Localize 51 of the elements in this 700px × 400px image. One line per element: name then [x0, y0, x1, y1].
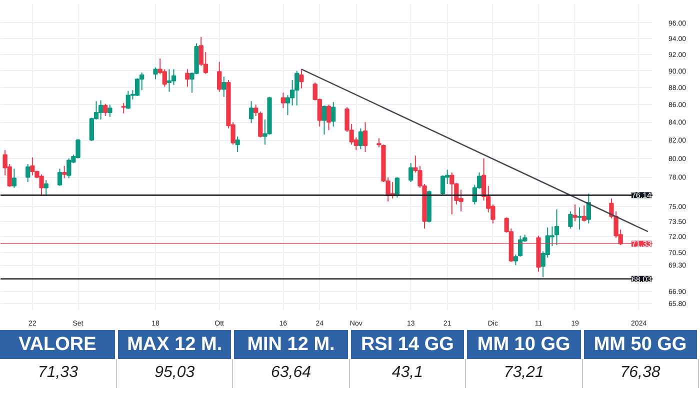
text: 71,33 — [0, 359, 116, 388]
candlestick — [44, 180, 48, 196]
candlestick — [586, 193, 591, 224]
candlestick — [408, 162, 414, 183]
candlestick — [326, 104, 332, 131]
text: 43,1 — [349, 359, 466, 388]
text: MIN 12 M. — [232, 330, 350, 360]
candlestick — [62, 165, 67, 179]
candlestick — [568, 210, 573, 230]
text: 95,03 — [116, 359, 233, 388]
candlestick — [12, 168, 16, 188]
text: VALORE — [0, 330, 116, 360]
candlestick — [235, 136, 240, 152]
candlestick — [153, 67, 158, 80]
text: RSI 14 GG — [349, 330, 466, 360]
candlestick — [103, 103, 108, 116]
candlestick — [582, 204, 586, 222]
candlestick — [185, 68, 190, 88]
candlestick — [248, 100, 254, 124]
candlestick — [394, 176, 400, 198]
candlestick — [440, 174, 446, 196]
candlestick — [222, 76, 226, 98]
candlestick — [513, 254, 518, 266]
text: MM 10 GG — [466, 330, 582, 360]
candlestick — [518, 235, 523, 258]
candlestick — [171, 68, 176, 86]
candlestick — [331, 102, 336, 128]
ref-line-label: 76.14 — [631, 191, 652, 200]
candlestick — [26, 164, 30, 183]
candlestick — [299, 68, 304, 89]
candlestick — [217, 61, 222, 92]
candlestick — [362, 122, 368, 152]
candlestick — [358, 128, 364, 150]
text: MAX 12 M. — [116, 330, 233, 360]
candlestick — [162, 68, 167, 88]
candlestick — [108, 104, 112, 118]
candlestick — [57, 168, 62, 186]
candlestick — [577, 206, 582, 230]
text: MM 50 GG — [582, 330, 698, 360]
candlestick — [554, 208, 560, 246]
candlestick — [134, 78, 140, 97]
candlestick — [572, 204, 578, 222]
candlestick — [166, 68, 172, 92]
ref-line-label: 68.03 — [631, 274, 652, 284]
candlestick — [98, 100, 104, 120]
candlestick — [280, 92, 286, 109]
text: 76,38 — [582, 359, 698, 388]
text: 63,64 — [232, 359, 350, 388]
candlestick — [322, 105, 327, 136]
ref-line-label: 71.33 — [631, 240, 652, 249]
text: 73,21 — [466, 359, 582, 388]
